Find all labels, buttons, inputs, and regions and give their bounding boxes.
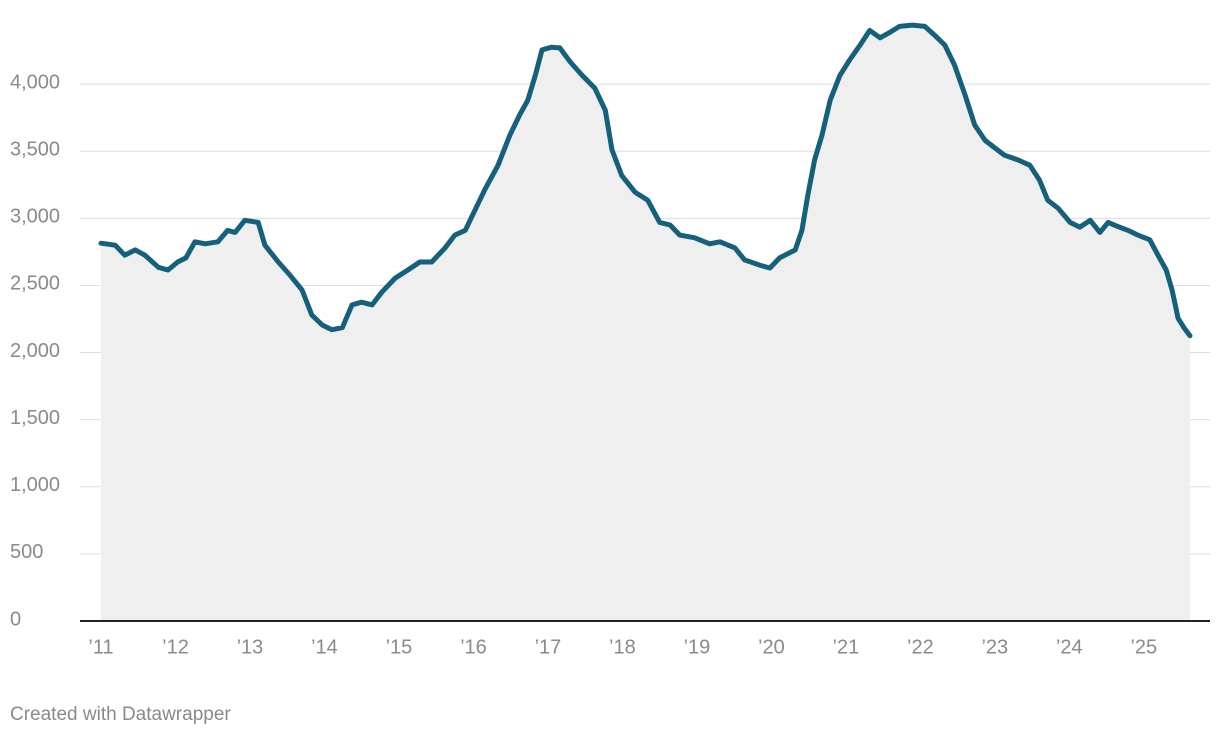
x-tick-label: ’23 xyxy=(981,636,1008,658)
y-tick-label: 1,500 xyxy=(10,407,60,429)
x-tick-label: ’15 xyxy=(386,636,413,658)
x-tick-label: ’17 xyxy=(535,636,562,658)
y-tick-label: 4,000 xyxy=(10,71,60,93)
footer: Created with Datawrapper xyxy=(10,704,231,725)
x-tick-label: ’11 xyxy=(88,636,113,658)
x-tick-label: ’19 xyxy=(684,636,711,658)
x-tick-label: ’18 xyxy=(609,636,636,658)
y-tick-label: 0 xyxy=(10,608,21,630)
x-tick-label: ’12 xyxy=(162,636,189,658)
y-tick-label: 3,500 xyxy=(10,139,60,161)
area xyxy=(101,25,1190,622)
y-tick-label: 2,500 xyxy=(10,273,60,295)
x-tick-label: ’16 xyxy=(460,636,487,658)
x-tick-label: ’13 xyxy=(237,636,264,658)
y-tick-label: 2,000 xyxy=(10,340,60,362)
y-tick-label: 1,000 xyxy=(10,474,60,496)
x-tick-label: ’20 xyxy=(758,636,785,658)
x-tick-label: ’24 xyxy=(1056,636,1083,658)
line xyxy=(98,22,1193,339)
x-tick-label: ’21 xyxy=(833,636,860,658)
x-tick-label: ’22 xyxy=(907,636,934,658)
y-tick-label: 500 xyxy=(10,541,43,563)
x-tick-label: ’25 xyxy=(1130,636,1157,658)
x-tick-label: ’14 xyxy=(311,636,338,658)
y-tick-label: 3,000 xyxy=(10,206,60,228)
